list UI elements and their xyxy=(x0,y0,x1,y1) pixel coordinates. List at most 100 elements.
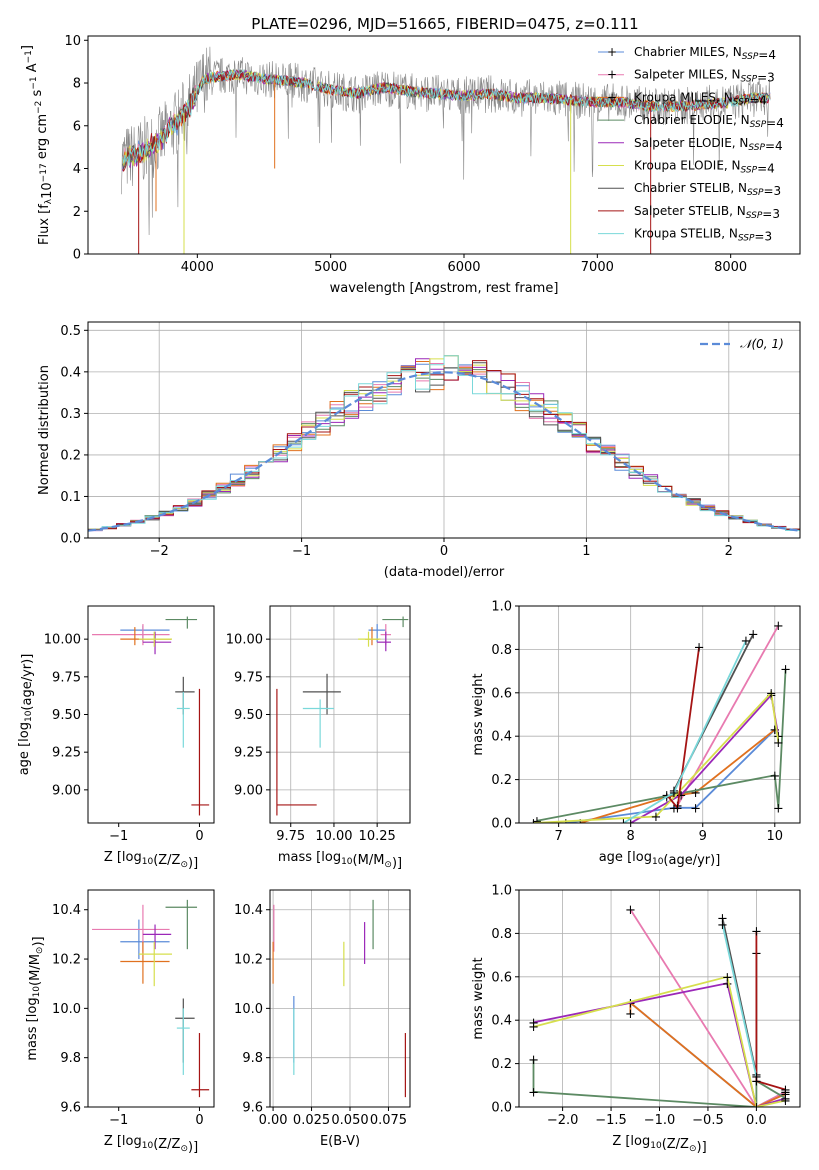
weight-marker-salpeter_stelib: + xyxy=(751,925,762,940)
x-axis-label-part: Z [log xyxy=(104,1134,142,1149)
plot-area-weight_vs_age: ++ ++++++ +++++++++++ +++++++++++ xyxy=(528,619,791,832)
legend-label-kroupa_miles-part: =4 xyxy=(749,93,767,107)
x-axis-label-part: (Z/Z xyxy=(153,853,180,868)
x-axis-label: Z [log10(Z/Z⊙)] xyxy=(104,1134,198,1155)
x-tick-label: 10.25 xyxy=(359,829,396,844)
x-tick-label: 10 xyxy=(767,829,784,844)
x-axis-label: Z [log10(Z/Z⊙)] xyxy=(612,1134,706,1155)
x-tick-label: 7000 xyxy=(581,260,614,275)
x-axis-label-part: mass [log xyxy=(278,850,341,865)
x-tick-label: 7 xyxy=(554,829,562,844)
x-axis-label: E(B-V) xyxy=(320,1134,360,1149)
legend-label-kroupa_miles: Kroupa MILES, NSSP=4 xyxy=(634,90,767,107)
weight-marker-kroupa_elodie: + xyxy=(751,1101,762,1116)
y-axis-label: Flux [fλ10−17 erg cm−2 s−1 A−1] xyxy=(20,45,55,245)
y-axis-label-part: 10 xyxy=(40,182,55,199)
weight-marker-kroupa_elodie: + xyxy=(528,817,539,832)
x-tick-label: 8 xyxy=(627,829,635,844)
y-tick-label: 0 xyxy=(73,248,81,263)
weight-marker-chabrier_elodie: + xyxy=(780,662,791,677)
legend-label-kroupa_elodie-part: SSP xyxy=(741,166,758,176)
x-tick-label: 0.025 xyxy=(293,1113,330,1128)
plot-area-mass_vs_Z xyxy=(92,899,210,1098)
x-axis-label-part: (data-model)/error xyxy=(384,565,505,580)
weight-marker-salpeter_stelib: + xyxy=(694,641,705,656)
weight-marker-chabrier_elodie: + xyxy=(769,769,780,784)
y-tick-label: 9.6 xyxy=(242,1101,263,1116)
axes-frame xyxy=(518,605,801,824)
y-axis-label-part: Flux [f xyxy=(37,204,52,245)
weight-marker-kroupa_elodie: + xyxy=(528,1020,539,1035)
x-tick-label: 2 xyxy=(725,544,733,559)
y-tick-label: 9.50 xyxy=(234,708,263,723)
weight-marker-salpeter_elodie: + xyxy=(528,1016,539,1031)
weight-marker-salpeter_miles: + xyxy=(773,619,784,634)
figure-title: PLATE=0296, MJD=51665, FIBERID=0475, z=0… xyxy=(251,15,638,33)
legend-label-salpeter_elodie: Salpeter ELODIE, NSSP=4 xyxy=(634,136,783,153)
weight-line-kroupa_elodie xyxy=(533,690,780,823)
y-axis-label-part: mass weight xyxy=(471,957,486,1039)
y-tick-label: 0.6 xyxy=(491,686,512,701)
x-axis-label-part: Z [log xyxy=(612,1134,650,1149)
y-axis-label-part: age [log xyxy=(17,722,32,775)
y-axis-label-part: s xyxy=(30,89,45,100)
x-axis-label-part: (M/M xyxy=(353,853,385,868)
x-tick-label: 0.00 xyxy=(259,1113,288,1128)
y-tick-label: 10.00 xyxy=(226,633,263,648)
legend-label-salpeter_stelib-part: SSP xyxy=(746,211,763,221)
x-axis-label-part: ⊙ xyxy=(384,860,392,870)
weight-marker-kroupa_elodie: + xyxy=(766,686,777,701)
y-axis-label-part: −17 xyxy=(39,163,49,182)
legend-marker: + xyxy=(607,68,617,82)
y-tick-label: 0.5 xyxy=(60,324,81,339)
y-axis-label-part: (M/M xyxy=(28,954,43,986)
y-tick-label: 10.4 xyxy=(52,903,81,918)
weight-marker-salpeter_miles: + xyxy=(625,903,636,918)
legend-label-salpeter_stelib-part: =3 xyxy=(762,207,780,221)
panel-weight_vs_Z: +++++++++++++++++++++++ ++++++++−2.0 −1.5 −… xyxy=(471,884,801,1155)
y-tick-label: 9.8 xyxy=(60,1051,81,1066)
x-axis-label-part: 10 xyxy=(652,857,664,867)
y-axis-label-part: A xyxy=(25,63,40,76)
y-tick-label: 9.25 xyxy=(234,746,263,761)
y-tick-label: 0.2 xyxy=(491,1057,512,1072)
y-tick-label: 9.75 xyxy=(52,670,81,685)
y-tick-label: 0.0 xyxy=(491,1101,512,1116)
y-tick-label: 0.3 xyxy=(60,407,81,422)
weight-marker-salpeter_stelib: + xyxy=(672,801,683,816)
x-tick-label: −1 xyxy=(109,829,128,844)
x-tick-label: 0 xyxy=(440,544,448,559)
plot-area-spectrum xyxy=(121,46,771,254)
y-tick-label: 9.75 xyxy=(234,670,263,685)
weight-marker-salpeter_stelib: + xyxy=(751,1074,762,1089)
weight-line-salpeter_miles xyxy=(676,625,780,807)
weight-line-kroupa_elodie xyxy=(533,975,786,1107)
x-tick-label: 0 xyxy=(195,829,203,844)
x-axis-label-part: )] xyxy=(697,1140,707,1155)
legend-label-salpeter_elodie-part: =4 xyxy=(765,139,783,153)
legend-label-salpeter_elodie-part: Salpeter ELODIE, N xyxy=(634,136,748,150)
legend-label-chabrier_miles: Chabrier MILES, NSSP=4 xyxy=(634,45,776,62)
y-axis-label-part: −1 xyxy=(24,50,34,63)
x-axis-label-part: )] xyxy=(188,856,198,871)
y-tick-label: 0.4 xyxy=(60,365,81,380)
panel-mass_vs_ebv: 0.00 0.025 0.050 0.075 9.6 9.8 10.0 10.2 10.4 E(B… xyxy=(234,889,411,1149)
x-axis-label-part: Z [log xyxy=(104,850,142,865)
y-axis-label-part: Normed distribution xyxy=(37,365,52,495)
spectrum-legend: + Chabrier MILES, NSSP=4+ Salpeter MILES, … xyxy=(598,45,784,244)
weight-line-kroupa_stelib xyxy=(623,640,747,823)
legend-label-salpeter_elodie-part: SSP xyxy=(748,143,765,153)
x-axis-label-part: age [log xyxy=(599,850,652,865)
x-tick-label: 10.00 xyxy=(315,829,352,844)
legend-label-salpeter_miles-part: Salpeter MILES, N xyxy=(634,68,741,82)
x-tick-label: 6000 xyxy=(447,260,480,275)
y-axis-label-part: mass [log xyxy=(25,997,40,1060)
x-tick-label: 0.0 xyxy=(746,1113,767,1128)
y-tick-label: 1.0 xyxy=(491,600,512,615)
axes-frame xyxy=(269,889,411,1108)
y-tick-label: 1.0 xyxy=(491,884,512,899)
y-tick-label: 9.6 xyxy=(60,1101,81,1116)
weight-marker-kroupa_elodie: + xyxy=(650,810,661,825)
x-tick-label: −2.0 xyxy=(547,1113,579,1128)
